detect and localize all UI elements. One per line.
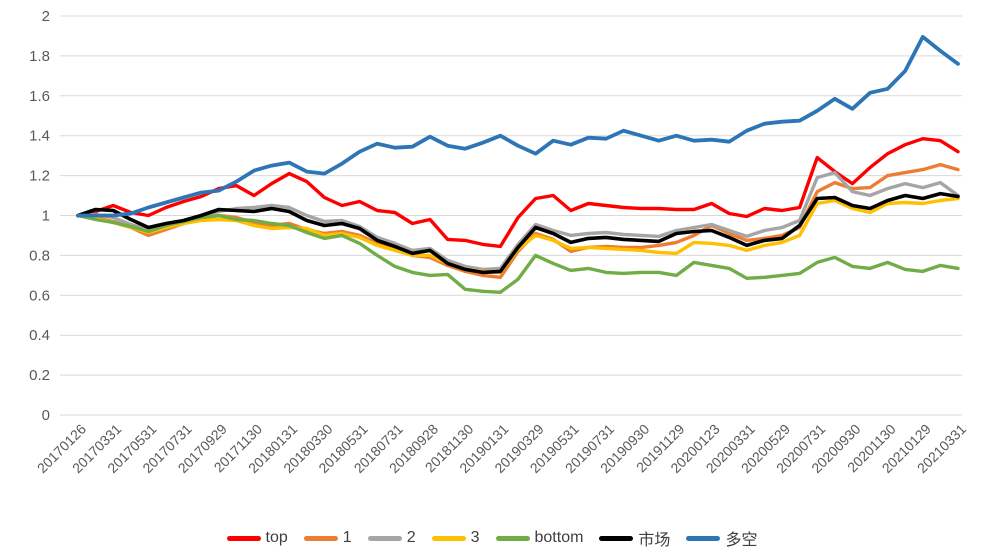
y-axis-tick-label: 0.8 xyxy=(29,247,50,264)
legend-item-2[interactable]: 2 xyxy=(367,529,416,547)
series-line-bottom[interactable] xyxy=(76,213,960,294)
legend-item-多空[interactable]: 多空 xyxy=(686,526,757,550)
y-axis-tick-label: 0.4 xyxy=(29,327,50,344)
legend-item-label: 多空 xyxy=(725,532,758,549)
legend-line-swatch-icon xyxy=(431,535,466,541)
y-axis-tick-label: 1.8 xyxy=(29,48,50,65)
legend-item-label: bottom xyxy=(534,529,584,546)
legend-item-3[interactable]: 3 xyxy=(431,529,480,547)
y-axis-tick-label: 0 xyxy=(42,407,50,424)
y-axis-tick-label: 1.4 xyxy=(29,128,50,145)
legend-item-label: 2 xyxy=(406,529,416,546)
legend-item-bottom[interactable]: bottom xyxy=(495,529,584,547)
y-axis-tick-label: 2 xyxy=(42,8,50,25)
legend-line-swatch-icon xyxy=(303,535,338,541)
legend: top 1 2 3 bottom 市场 多空 xyxy=(0,525,984,551)
legend-line-swatch-icon xyxy=(599,535,634,541)
legend-item-label: top xyxy=(265,529,288,546)
y-axis-tick-label: 0.2 xyxy=(29,367,50,384)
y-axis-tick-label: 1.2 xyxy=(29,168,50,185)
y-axis-tick-label: 1 xyxy=(42,208,50,225)
legend-item-1[interactable]: 1 xyxy=(303,529,352,547)
legend-item-label: 市场 xyxy=(638,532,671,549)
legend-line-swatch-icon xyxy=(367,535,402,541)
legend-item-top[interactable]: top xyxy=(226,529,288,547)
legend-item-label: 1 xyxy=(342,529,352,546)
y-axis-tick-label: 0.6 xyxy=(29,287,50,304)
series-line-市场[interactable] xyxy=(76,191,960,275)
series-line-多空[interactable] xyxy=(76,35,960,218)
y-axis-tick-label: 1.6 xyxy=(29,88,50,105)
legend-item-市场[interactable]: 市场 xyxy=(599,526,670,550)
legend-line-swatch-icon xyxy=(226,535,261,541)
legend-line-swatch-icon xyxy=(495,535,530,541)
legend-line-swatch-icon xyxy=(686,535,721,541)
legend-item-label: 3 xyxy=(470,529,480,546)
